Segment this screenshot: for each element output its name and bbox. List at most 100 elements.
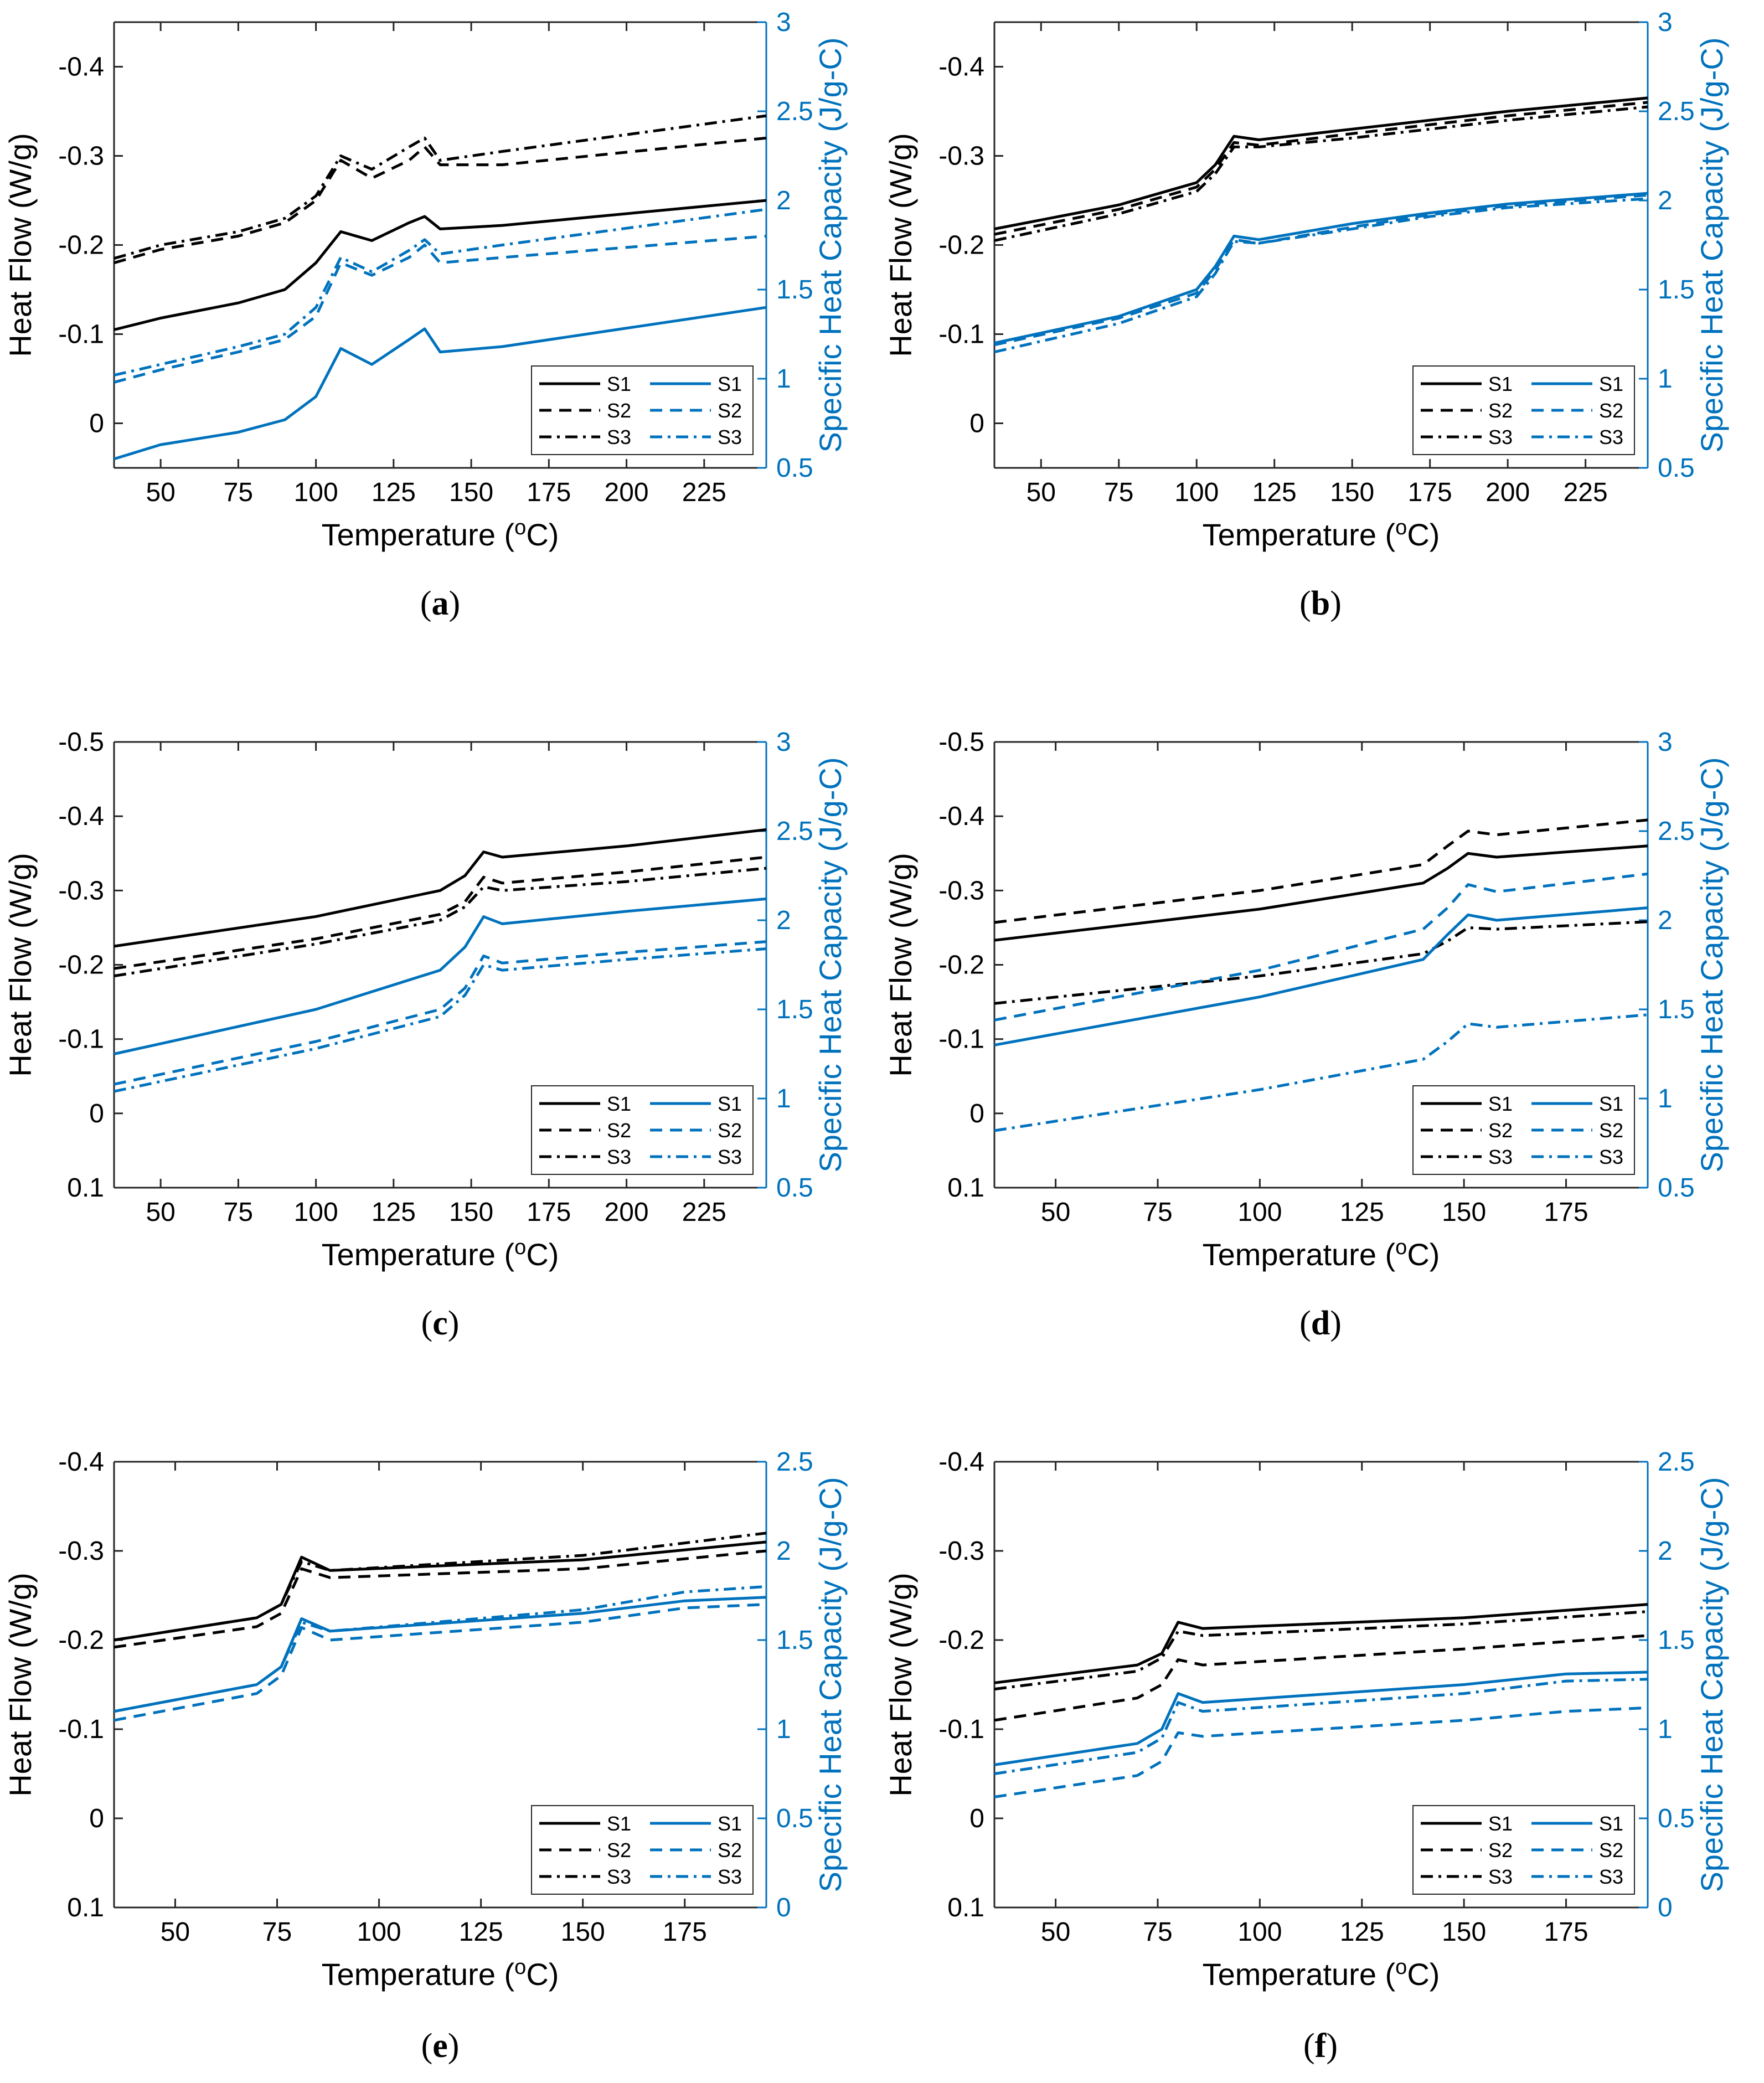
x-tick-label: 175	[1544, 1198, 1588, 1227]
y2-tick-label: 3	[776, 8, 791, 37]
x-tick-label: 100	[294, 478, 338, 507]
series-line-right-s1	[114, 897, 767, 1055]
y-tick-label: -0.5	[58, 728, 104, 757]
y-axis-label: Heat Flow (W/g)	[3, 133, 38, 357]
panel-letter: (e)	[421, 2027, 460, 2065]
x-axis-label: Temperature (oC)	[1203, 1236, 1440, 1272]
legend-entry: S2	[1599, 1839, 1623, 1862]
y2-axis-label: Specific Heat Capacity (J/g-C)	[1694, 37, 1729, 452]
series-line-right-s2	[994, 872, 1648, 1022]
y-tick-label: -0.4	[58, 1447, 104, 1477]
y2-tick-label: 1.5	[1658, 275, 1695, 305]
x-tick-label: 200	[605, 478, 649, 507]
x-axis-label: Temperature (oC)	[1203, 516, 1440, 552]
y-tick-label: -0.4	[938, 53, 984, 82]
y-tick-label: -0.5	[938, 728, 984, 757]
series-line-left-s1	[114, 199, 767, 331]
series-line-left-s2	[114, 1549, 767, 1649]
panel-f: 50 75 100 125 150 175 -0.4 -0.3 -0.2 -0.1 0 0.1 0 0.5…	[883, 1447, 1729, 2065]
y2-tick-label: 0.5	[1658, 1804, 1695, 1833]
legend-entry: S2	[1488, 1119, 1513, 1142]
x-tick-label: 175	[527, 478, 571, 507]
legend-entry: S1	[607, 373, 631, 395]
legend-entry: S3	[1599, 1865, 1623, 1888]
legend: S1 S2 S3 S1 S2 S3	[1412, 365, 1635, 455]
y-tick-label: 0.1	[67, 1173, 104, 1203]
legend-entry: S1	[607, 1812, 631, 1835]
x-tick-label: 75	[224, 478, 253, 507]
legend-entry: S1	[1599, 1812, 1623, 1835]
y2-tick-label: 2	[1658, 186, 1673, 215]
x-tick-label: 100	[1237, 1198, 1282, 1227]
legend-entry: S3	[1488, 1146, 1513, 1168]
legend-entry: S1	[1599, 1092, 1623, 1115]
y2-tick-label: 2	[776, 906, 791, 935]
legend-entry: S1	[1488, 1092, 1513, 1115]
legend-entry: S3	[1599, 1146, 1623, 1168]
legend-entry: S1	[1488, 1812, 1513, 1835]
legend-entry: S2	[1488, 1839, 1513, 1862]
y2-axis-label: Specific Heat Capacity (J/g-C)	[813, 757, 848, 1172]
legend-entry: S3	[718, 1865, 742, 1888]
series-line-right-s1	[114, 306, 767, 461]
y2-tick-label: 0.5	[776, 453, 813, 483]
x-tick-label: 50	[146, 478, 175, 507]
x-tick-label: 175	[1408, 478, 1452, 507]
y-tick-label: -0.4	[58, 53, 104, 82]
series-line-left-s3	[994, 105, 1648, 242]
y-tick-label: -0.2	[938, 1626, 984, 1655]
legend-entry: S3	[718, 1146, 742, 1168]
legend-entry: S2	[1599, 1119, 1623, 1142]
y2-tick-label: 2	[1658, 906, 1673, 935]
y-tick-label: -0.1	[58, 1715, 104, 1744]
y-tick-label: -0.4	[58, 802, 104, 831]
x-tick-label: 50	[146, 1198, 175, 1227]
legend-entry: S1	[718, 373, 742, 395]
series-line-right-s3	[994, 197, 1648, 354]
y-tick-label: -0.1	[58, 320, 104, 349]
y-tick-label: 0	[969, 1099, 984, 1128]
y-axis-label: Heat Flow (W/g)	[883, 853, 918, 1077]
series-line-right-s2	[114, 234, 767, 384]
legend: S1 S2 S3 S1 S2 S3	[531, 1805, 754, 1895]
y2-tick-label: 2.5	[776, 97, 813, 126]
series-line-left-s1	[994, 844, 1648, 942]
x-tick-label: 150	[1442, 1917, 1486, 1947]
legend-entry: S1	[1488, 373, 1513, 395]
x-tick-label: 100	[1174, 478, 1219, 507]
x-tick-label: 225	[682, 1198, 726, 1227]
x-tick-label: 150	[561, 1917, 605, 1947]
legend-entry: S1	[718, 1812, 742, 1835]
y2-tick-label: 0	[776, 1893, 791, 1922]
y-tick-label: 0	[89, 1099, 104, 1128]
series-line-right-s1	[994, 1670, 1648, 1766]
y2-tick-label: 2	[1658, 1537, 1673, 1566]
x-tick-label: 175	[663, 1917, 707, 1947]
legend-entry: S2	[607, 399, 631, 422]
y-tick-label: -0.3	[58, 142, 104, 171]
x-tick-label: 75	[1143, 1917, 1172, 1947]
series-line-left-s3	[994, 920, 1648, 1005]
legend-entry: S1	[607, 1092, 631, 1115]
x-tick-label: 75	[1104, 478, 1133, 507]
legend-entry: S2	[718, 399, 742, 422]
legend-entry: S3	[1488, 426, 1513, 448]
y-tick-label: -0.3	[938, 876, 984, 905]
y-axis-label: Heat Flow (W/g)	[883, 133, 918, 357]
series-line-right-s2	[994, 193, 1648, 347]
x-axis-label: Temperature (oC)	[322, 1956, 559, 1992]
x-tick-label: 150	[449, 1198, 493, 1227]
y-tick-label: 0.1	[947, 1893, 984, 1922]
legend-entry: S1	[1599, 373, 1623, 395]
y2-tick-label: 0.5	[1658, 453, 1695, 483]
x-tick-label: 150	[449, 478, 493, 507]
x-tick-label: 50	[1041, 1917, 1070, 1947]
y2-tick-label: 0.5	[776, 1173, 813, 1203]
series-line-right-s3	[994, 1678, 1648, 1775]
x-axis-label: Temperature (oC)	[322, 516, 559, 552]
y-tick-label: -0.2	[58, 1626, 104, 1655]
legend-entry: S2	[718, 1119, 742, 1142]
y-axis-label: Heat Flow (W/g)	[3, 853, 38, 1077]
x-tick-label: 200	[605, 1198, 649, 1227]
x-tick-label: 100	[1237, 1917, 1282, 1947]
